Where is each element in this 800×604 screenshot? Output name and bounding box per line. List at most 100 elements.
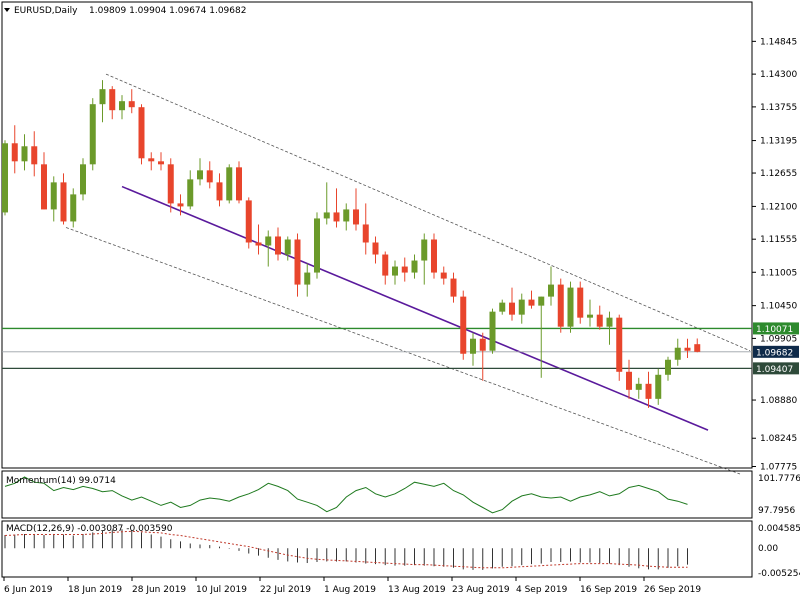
- candle-bull: [518, 299, 525, 315]
- momentum-label: Momentum(14) 99.0714: [6, 476, 116, 486]
- candle-bull: [655, 374, 662, 399]
- price-tag-label: 1.09407: [756, 365, 793, 375]
- candle-bull: [99, 89, 106, 105]
- candle-bear: [177, 203, 184, 207]
- candle-bear: [616, 317, 623, 372]
- candle-bear: [41, 164, 47, 210]
- momentum-line: [4, 476, 688, 514]
- candle-bull: [587, 314, 593, 318]
- candle-bear: [333, 212, 340, 222]
- price-axis-tick-label: 1.13755: [760, 103, 797, 113]
- price-axis-tick-label: 1.11555: [760, 235, 797, 245]
- candle-bull: [538, 296, 545, 306]
- price-axis-tick-label: 1.11005: [760, 268, 797, 278]
- time-axis-tick-label: 23 Aug 2019: [452, 585, 510, 595]
- momentum-tick-high: 101.7776: [758, 474, 800, 484]
- candle-bull: [665, 359, 671, 375]
- candle-bull: [567, 287, 574, 327]
- candle-bull: [226, 167, 233, 201]
- candle-bull: [304, 272, 311, 285]
- momentum-tick-low: 97.7956: [758, 506, 795, 516]
- time-axis-tick-label: 22 Jul 2019: [260, 585, 311, 595]
- candle-bear: [645, 383, 652, 399]
- candle-bear: [460, 296, 467, 354]
- candle-bull: [70, 194, 77, 222]
- candle-bull: [499, 302, 506, 312]
- price-axis-tick-label: 1.10450: [760, 302, 797, 312]
- candle-bear: [128, 101, 135, 108]
- price-tag-label: 1.10071: [756, 325, 793, 335]
- candle-bear: [167, 164, 174, 204]
- price-axis-tick-label: 1.08880: [760, 396, 797, 406]
- candle-bear: [440, 272, 447, 279]
- time-axis-tick-label: 13 Aug 2019: [388, 585, 446, 595]
- price-axis-tick-label: 1.14845: [760, 37, 797, 47]
- time-axis-tick-label: 10 Jul 2019: [196, 585, 247, 595]
- candle-bear: [694, 344, 701, 352]
- candle-bull: [606, 317, 613, 327]
- candle-bear: [138, 107, 145, 159]
- candle-bull: [421, 239, 428, 261]
- candle-bear: [372, 242, 379, 255]
- price-axis-tick-label: 1.12655: [760, 169, 797, 179]
- candle-bull: [674, 347, 681, 360]
- channel-upper-line: [105, 73, 751, 352]
- candle-bear: [206, 170, 213, 183]
- candle-bear: [684, 347, 691, 351]
- candle-bear: [109, 89, 116, 111]
- candle-bear: [353, 209, 359, 225]
- candle-bull: [343, 209, 350, 222]
- candle-bear: [509, 302, 515, 315]
- time-axis-tick-label: 1 Aug 2019: [324, 585, 376, 595]
- price-tag-label: 1.09682: [756, 348, 793, 358]
- macd-panel-frame: [1, 520, 753, 578]
- price-axis-tick-label: 1.14300: [760, 70, 797, 80]
- price-tag-green: [753, 322, 799, 335]
- candle-bear: [479, 338, 486, 351]
- time-axis-tick-label: 4 Sep 2019: [516, 585, 568, 595]
- candle-bear: [275, 236, 281, 255]
- candle-bear: [245, 200, 252, 243]
- candle-bull: [50, 182, 57, 210]
- trend-line: [121, 185, 709, 431]
- time-axis-tick-label: 18 Jun 2019: [68, 585, 122, 595]
- candle-bear: [148, 158, 155, 162]
- candle-bear: [431, 239, 437, 273]
- macd-tick-zero: 0.00: [758, 544, 778, 554]
- candle-bear: [596, 314, 603, 327]
- price-tag-navy: [753, 345, 799, 358]
- candle-bear: [557, 284, 564, 327]
- candle-bear: [60, 182, 67, 222]
- candle-bear: [255, 242, 262, 246]
- candle-bull: [411, 260, 418, 273]
- candle-bear: [158, 161, 164, 165]
- price-axis-tick-label: 1.08245: [760, 434, 797, 444]
- candle-bull: [187, 179, 194, 207]
- momentum-panel-frame: [1, 470, 753, 519]
- candle-bull: [548, 284, 554, 297]
- candle-bear: [31, 146, 38, 165]
- candle-bull: [470, 338, 476, 354]
- candle-bull: [489, 311, 496, 351]
- candle-bear: [450, 278, 457, 297]
- candle-bull: [314, 218, 320, 273]
- dropdown-arrow-icon[interactable]: [4, 8, 10, 12]
- time-axis-tick-label: 26 Sep 2019: [644, 585, 701, 595]
- macd-signal-line: [4, 530, 688, 569]
- candle-bull: [284, 239, 291, 255]
- price-axis-tick-label: 1.09905: [760, 334, 797, 344]
- candle-bear: [577, 287, 584, 318]
- candle-bull: [392, 266, 398, 276]
- candle-bull: [89, 104, 96, 165]
- candle-bull: [635, 383, 642, 390]
- candle-bear: [528, 299, 535, 306]
- candle-bear: [401, 266, 408, 273]
- time-axis-tick-label: 16 Sep 2019: [580, 585, 637, 595]
- time-axis-tick-label: 6 Jun 2019: [4, 585, 53, 595]
- candle-bull: [323, 212, 330, 219]
- time-axis-tick-label: 28 Jun 2019: [132, 585, 186, 595]
- price-axis-tick-label: 1.07775: [760, 462, 797, 472]
- candle-bull: [80, 164, 86, 195]
